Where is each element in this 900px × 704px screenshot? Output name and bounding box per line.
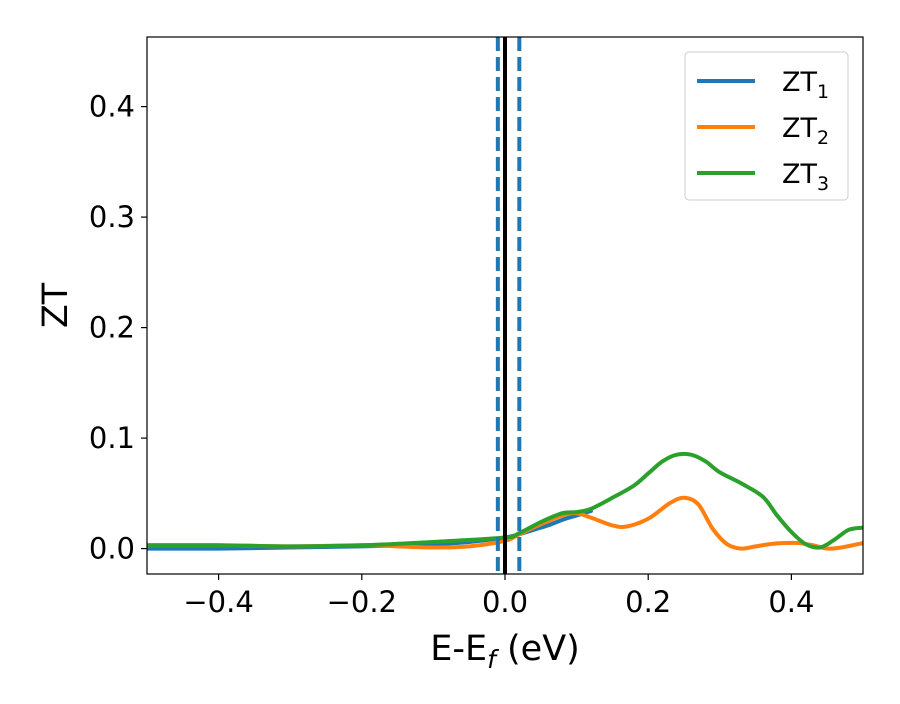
plot-area [147,37,863,574]
y-tick-label: 0.4 [89,90,135,124]
y-tick-label: 0.1 [89,421,135,455]
x-tick-label: −0.4 [183,585,253,619]
legend-entry-label: ZT1 [782,67,829,103]
x-tick-label: 0.4 [768,585,814,619]
legend: ZT1 ZT2 ZT3 [684,51,849,201]
legend-entry-label: ZT2 [782,113,829,149]
y-tick-label: 0.2 [89,311,135,345]
x-tick-label: 0.2 [625,585,671,619]
axes: −0.4 −0.2 0.0 0.2 0.4 0.0 0.1 0.2 0.3 0.4 E-Ef (eV… [36,36,864,674]
y-tick-label: 0.3 [89,200,135,234]
x-tick-label: 0.0 [482,585,528,619]
y-tick-label: 0.0 [89,532,135,566]
y-axis-label: ZT [36,282,76,328]
series-line-zt3 [147,451,863,550]
legend-entry-label: ZT3 [782,159,829,195]
x-axis-label: E-Ef (eV) [430,629,580,674]
series-line-zt2 [147,495,863,551]
legend-box [684,51,849,201]
x-tick-label: −0.2 [327,585,397,619]
